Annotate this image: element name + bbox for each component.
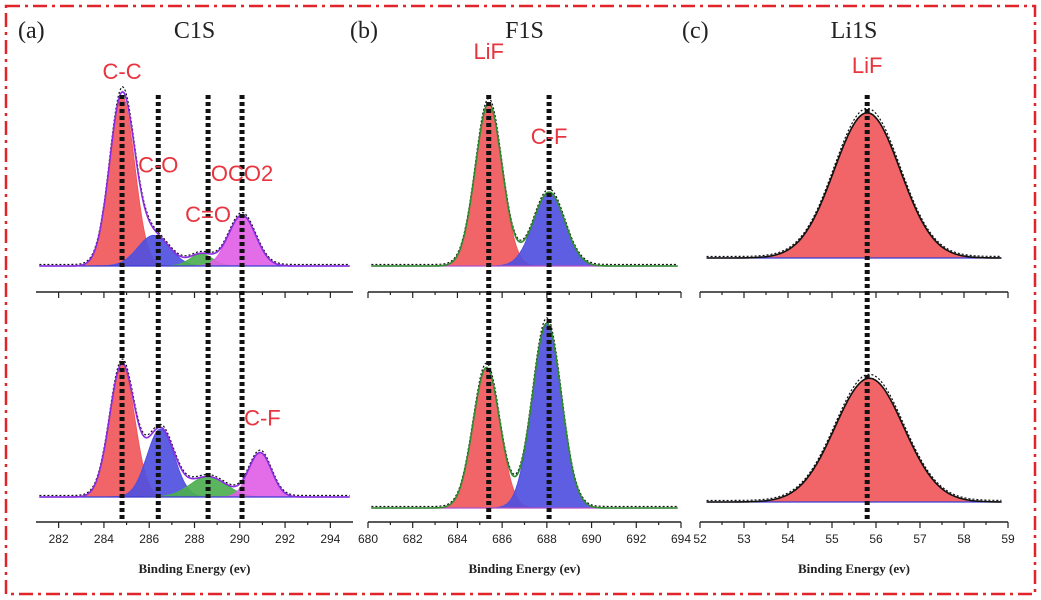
panel-3: (c) Li1S 52 53 54 55 56 57 58 59 Binding Energy (e… (682, 18, 1015, 576)
x-tick-label: 284 (94, 532, 114, 546)
peak-label: C-O (138, 153, 178, 178)
peak-label: LiF (852, 53, 883, 78)
raw-data (706, 373, 1002, 502)
component-c-f (371, 191, 678, 267)
bottom-spectrum (39, 358, 350, 498)
top-spectrum (706, 107, 1002, 259)
x-tick-label: 694 (671, 532, 691, 546)
x-tick-label: 682 (403, 532, 423, 546)
raw-data (39, 358, 350, 497)
x-tick-label: 286 (139, 532, 159, 546)
fit-envelope (706, 377, 1002, 503)
component-lif (706, 377, 1002, 503)
x-tick-label: 292 (275, 532, 295, 546)
panels: (a) C1S 282 284 286 288 290 292 294 Binding Energ… (18, 18, 1015, 576)
peak-label: C=O (185, 202, 231, 227)
top-spectrum (371, 97, 678, 267)
x-tick-label: 680 (358, 532, 378, 546)
x-tick-label: 294 (320, 532, 340, 546)
component-c-o (39, 476, 350, 498)
x-axis-label: Binding Energy (ev) (798, 561, 910, 576)
panel-title: F1S (505, 18, 544, 44)
x-tick-label: 692 (626, 532, 646, 546)
x-axis-label: Binding Energy (ev) (139, 561, 251, 576)
peak-label: C-F (531, 124, 568, 149)
x-tick-label: 58 (957, 532, 971, 546)
x-tick-label: 54 (781, 532, 795, 546)
x-tick-label: 57 (913, 532, 927, 546)
x-tick-label: 288 (184, 532, 204, 546)
fit-envelope (39, 362, 350, 498)
x-tick-label: 290 (230, 532, 250, 546)
panel-title: C1S (174, 18, 215, 44)
x-tick-label: 688 (537, 532, 557, 546)
peak-label: C-C (102, 59, 141, 84)
figure-frame (4, 4, 1037, 596)
peak-label: C-F (244, 406, 281, 431)
x-tick-label: 53 (737, 532, 751, 546)
component-c-c (39, 95, 350, 267)
raw-data (39, 85, 350, 266)
component-lif (706, 112, 1002, 259)
x-tick-label: 52 (693, 532, 707, 546)
component-c-c (39, 363, 350, 498)
x-tick-label: 56 (869, 532, 883, 546)
peak-label: OCO2 (211, 161, 273, 186)
x-tick-label: 686 (492, 532, 512, 546)
fit-envelope (371, 322, 678, 509)
fit-envelope (371, 102, 678, 267)
x-axis-label: Binding Energy (ev) (469, 561, 581, 576)
panel-letter: (c) (682, 18, 709, 44)
panel-1: (a) C1S 282 284 286 288 290 292 294 Binding Energ… (18, 18, 353, 576)
panel-title: Li1S (831, 18, 878, 44)
component-lif (371, 102, 678, 267)
bottom-spectrum (371, 317, 678, 509)
raw-data (706, 107, 1002, 258)
x-tick-label: 684 (447, 532, 467, 546)
raw-data (371, 97, 678, 266)
x-tick-label: 55 (825, 532, 839, 546)
fit-envelope (706, 111, 1002, 259)
x-tick-label: 282 (49, 532, 69, 546)
fit-envelope (39, 90, 350, 267)
panel-2: (b) F1S 680 682 684 686 688 690 692 694 Binding En… (350, 18, 691, 576)
peak-label: LiF (473, 39, 504, 64)
panel-letter: (a) (18, 18, 45, 44)
x-tick-label: 59 (1001, 532, 1015, 546)
top-spectrum (39, 85, 350, 267)
bottom-spectrum (706, 373, 1002, 503)
x-tick-label: 690 (582, 532, 602, 546)
panel-letter: (b) (350, 18, 378, 44)
component-c-f (371, 322, 678, 509)
